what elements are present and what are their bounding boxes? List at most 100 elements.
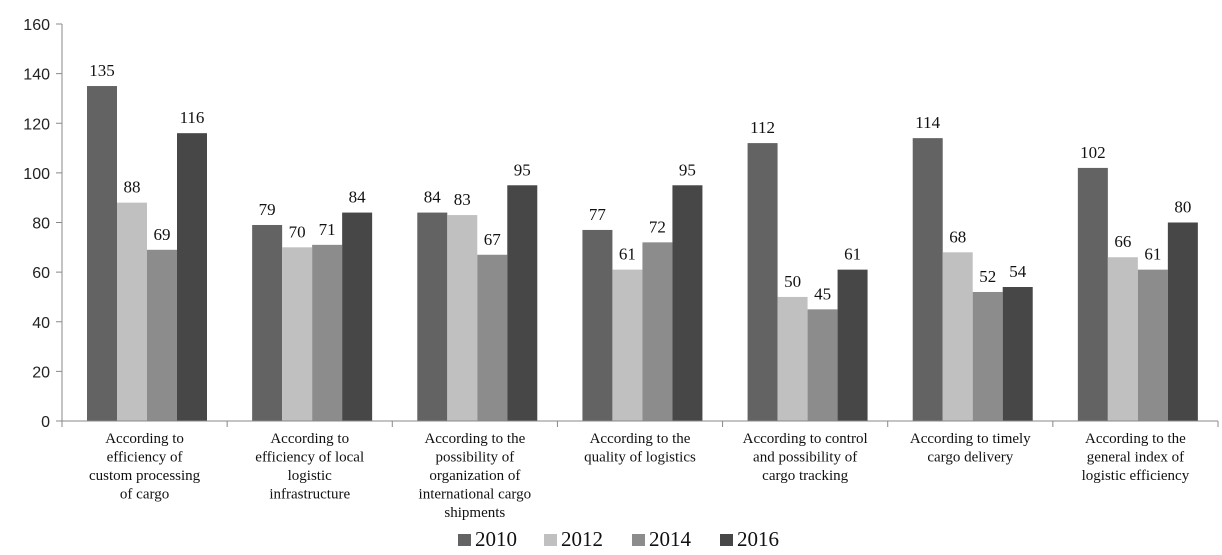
bar-2012 bbox=[777, 296, 808, 421]
data-label: 68 bbox=[949, 227, 966, 246]
y-tick-label: 140 bbox=[23, 67, 50, 84]
data-label: 112 bbox=[750, 118, 775, 137]
bar-2014 bbox=[477, 254, 508, 421]
bar-2016 bbox=[1002, 287, 1033, 421]
x-category-label-line: According to control bbox=[743, 431, 868, 447]
data-label: 114 bbox=[915, 113, 940, 132]
x-category-label-line: According to the bbox=[590, 431, 691, 447]
x-category-label-line: and possibility of bbox=[753, 450, 857, 466]
y-tick-label: 60 bbox=[32, 265, 50, 282]
data-label: 67 bbox=[484, 230, 502, 249]
data-label: 70 bbox=[289, 222, 306, 241]
bar-2014 bbox=[1137, 269, 1168, 421]
data-label: 52 bbox=[979, 267, 996, 286]
bar-2014 bbox=[312, 244, 343, 421]
data-label: 61 bbox=[844, 245, 861, 264]
data-label: 135 bbox=[89, 61, 115, 80]
bar-2010 bbox=[747, 143, 778, 421]
data-label: 66 bbox=[1114, 232, 1131, 251]
x-category-label-line: logistic efficiency bbox=[1082, 468, 1190, 484]
x-category-label-line: general index of bbox=[1087, 450, 1184, 466]
y-tick-label: 160 bbox=[23, 17, 50, 34]
bar-2012 bbox=[117, 202, 147, 421]
data-label: 116 bbox=[180, 108, 205, 127]
x-category-label-line: possibility of bbox=[435, 450, 514, 466]
y-tick-label: 80 bbox=[32, 216, 50, 233]
data-label: 77 bbox=[589, 205, 607, 224]
data-label: 88 bbox=[124, 178, 141, 197]
data-label: 61 bbox=[1144, 245, 1161, 264]
y-tick-label: 20 bbox=[32, 364, 50, 381]
data-label: 84 bbox=[424, 188, 442, 207]
x-category-label-line: According to the bbox=[424, 431, 525, 447]
data-label: 84 bbox=[349, 188, 367, 207]
data-label: 61 bbox=[619, 245, 636, 264]
x-axis: According to efficiency of custom processi… bbox=[61, 420, 1219, 521]
x-category-label-line: According to timely bbox=[910, 431, 1031, 447]
legend-swatch-2014 bbox=[632, 534, 645, 546]
bar-2014 bbox=[972, 291, 1003, 421]
data-label: 79 bbox=[259, 200, 276, 219]
bar-2010 bbox=[87, 86, 117, 421]
x-category-label-line: logistic bbox=[288, 468, 333, 484]
legend-label: 2010 bbox=[475, 527, 517, 551]
y-tick-label: 0 bbox=[41, 414, 50, 431]
data-label: 80 bbox=[1174, 198, 1191, 217]
bar-2014 bbox=[642, 242, 673, 421]
y-tick-label: 40 bbox=[32, 315, 50, 332]
legend-swatch-2016 bbox=[720, 534, 733, 546]
x-category-label-line: efficiency of bbox=[107, 450, 183, 466]
legend-label: 2016 bbox=[737, 527, 779, 551]
x-category-label-line: organization of bbox=[429, 468, 520, 484]
x-category-label-line: efficiency of local bbox=[255, 450, 364, 466]
legend: 2010 2012 2014 2016 bbox=[458, 527, 779, 551]
data-label: 69 bbox=[154, 225, 171, 244]
bar-2012 bbox=[447, 215, 478, 421]
x-category-label: According to the possibility of organizati… bbox=[419, 431, 532, 521]
bar-2016 bbox=[342, 212, 373, 421]
data-label: 83 bbox=[454, 190, 471, 209]
bar-2016 bbox=[507, 185, 538, 421]
y-axis: 0 20 40 60 80 100 120 140 160 bbox=[23, 17, 63, 431]
legend-label: 2014 bbox=[649, 527, 692, 551]
bar-2014 bbox=[807, 309, 838, 421]
x-category-label-line: cargo delivery bbox=[927, 450, 1013, 466]
y-tick-label: 100 bbox=[23, 166, 50, 183]
bar-2012 bbox=[942, 252, 973, 421]
bar-2010 bbox=[1077, 167, 1108, 421]
bar-2010 bbox=[252, 224, 283, 421]
x-category-label: According to the quality of logistics bbox=[584, 431, 696, 466]
x-category-label-line: According to bbox=[270, 431, 349, 447]
data-label: 54 bbox=[1009, 262, 1027, 281]
bar-2012 bbox=[612, 269, 643, 421]
bar-2016 bbox=[177, 133, 207, 422]
bar-2014 bbox=[147, 249, 177, 421]
bar-2016 bbox=[1167, 222, 1198, 421]
bars bbox=[87, 86, 1198, 422]
bar-2010 bbox=[417, 212, 448, 421]
x-category-label-line: cargo tracking bbox=[762, 468, 848, 484]
data-labels: 135 88 69 116 79 70 71 84 84 83 67 95 77 61 72 95 112 50 4… bbox=[89, 61, 1191, 303]
y-tick-label: 120 bbox=[23, 116, 50, 133]
x-category-label: According to efficiency of local logistic i… bbox=[255, 431, 364, 503]
x-category-label: According to efficiency of custom processi… bbox=[89, 431, 201, 503]
legend-swatch-2012 bbox=[544, 534, 557, 546]
bar-2010 bbox=[912, 138, 943, 421]
bar-2012 bbox=[282, 247, 313, 421]
x-category-label-line: infrastructure bbox=[269, 487, 350, 503]
legend-swatch-2010 bbox=[458, 534, 471, 546]
data-label: 102 bbox=[1080, 143, 1106, 162]
x-category-label-line: shipments bbox=[444, 505, 505, 521]
data-label: 71 bbox=[319, 220, 336, 239]
data-label: 95 bbox=[514, 160, 531, 179]
x-category-label-line: international cargo bbox=[419, 487, 532, 503]
x-category-label-line: of cargo bbox=[120, 487, 169, 503]
data-label: 72 bbox=[649, 217, 666, 236]
legend-label: 2012 bbox=[561, 527, 603, 551]
data-label: 95 bbox=[679, 160, 696, 179]
x-category-label-line: According to bbox=[105, 431, 184, 447]
bar-2010 bbox=[582, 229, 613, 421]
x-category-label: According to the general index of logistic… bbox=[1082, 431, 1190, 484]
x-category-label-line: According to the bbox=[1085, 431, 1186, 447]
